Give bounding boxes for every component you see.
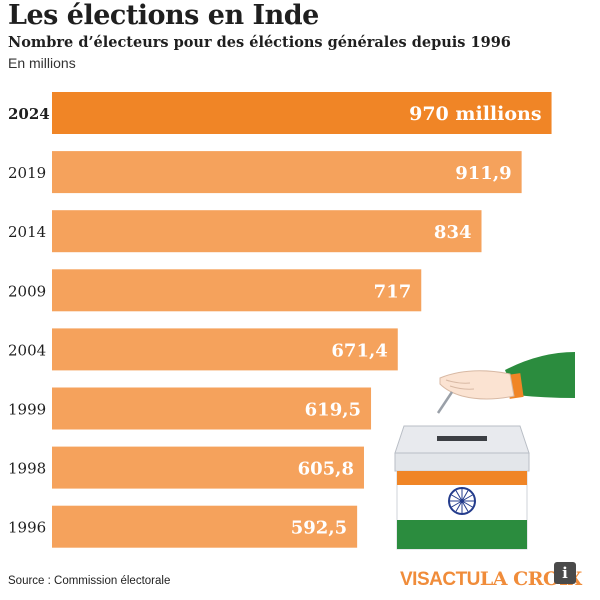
bar-1999: [52, 387, 372, 430]
bar-1998: [52, 446, 364, 489]
value-label-1998: 605,8: [298, 459, 354, 480]
value-label-2004: 671,4: [331, 340, 387, 361]
ballot-box-icon: [394, 352, 575, 550]
value-label-2024: 970 millions: [409, 103, 541, 125]
value-label-2009: 717: [374, 281, 412, 302]
chart-subtitle: Nombre d’électeurs pour des éléctions gé…: [8, 34, 511, 51]
category-label-2014: 2014: [8, 223, 46, 241]
bars-layer: 2024 970 millions 2019 911,9 2014 834 2009 717 2…: [8, 92, 552, 548]
chart-title: Les élections en Inde: [8, 0, 319, 31]
source-note: Source : Commission électorale: [8, 575, 171, 587]
category-label-1998: 1998: [8, 460, 46, 478]
unit-label: En millions: [8, 55, 76, 71]
info-icon[interactable]: i: [554, 562, 576, 584]
value-label-1996: 592,5: [291, 518, 347, 539]
value-label-2014: 834: [434, 222, 472, 243]
bar-2019: [52, 151, 522, 194]
value-label-2019: 911,9: [455, 163, 511, 184]
category-label-2019: 2019: [8, 164, 46, 182]
bar-2014: [52, 210, 482, 253]
value-label-1999: 619,5: [305, 400, 361, 421]
category-label-2009: 2009: [8, 282, 46, 300]
bar-1996: [52, 505, 358, 548]
category-label-2004: 2004: [8, 341, 46, 359]
bar-2009: [52, 269, 422, 312]
bar-2024: [52, 92, 552, 134]
category-label-1996: 1996: [8, 519, 46, 537]
category-label-1999: 1999: [8, 401, 46, 419]
category-label-2024: 2024: [8, 105, 50, 123]
bar-2004: [52, 328, 398, 371]
brand-prefix: VISACTU: [400, 569, 480, 590]
